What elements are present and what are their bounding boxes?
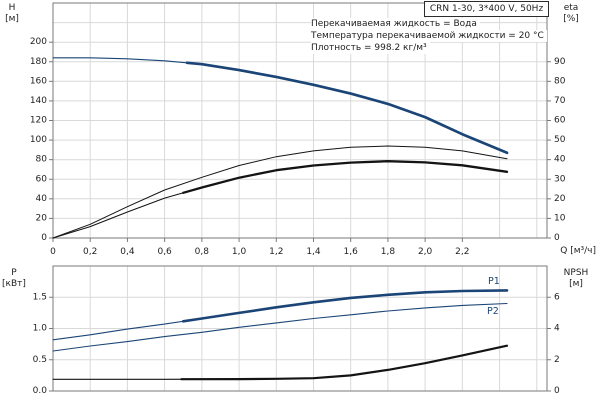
p1-curve-thin — [52, 289, 508, 341]
npsh-curve-thin — [52, 345, 508, 380]
eta-axis-title-unit: [%] — [563, 14, 579, 24]
left-tick-label: 40 — [36, 194, 48, 204]
right-tick-label: 60 — [554, 116, 566, 126]
right-tick-label: 70 — [554, 96, 566, 106]
p1-curve-label: P1 — [488, 276, 500, 287]
p1-curve-thick — [181, 289, 509, 323]
x-tick-label: 2,2 — [455, 247, 469, 257]
x-tick-label: 0 — [50, 247, 56, 257]
info-line-temperature: Температура перекачиваемой жидкости = 20… — [311, 30, 547, 42]
right-tick-label: 0 — [554, 233, 560, 243]
right-tick-label: 40 — [554, 155, 566, 165]
right-tick-label: 2 — [554, 355, 560, 365]
left-tick-label: 1.0 — [33, 324, 48, 334]
left-tick-label: 140 — [30, 96, 47, 106]
x-tick-label: 1,8 — [381, 247, 396, 257]
x-tick-label: 0,8 — [195, 247, 210, 257]
head-curve-thin — [52, 57, 508, 154]
x-tick-label: 1,0 — [232, 247, 247, 257]
x-tick-label: 1,2 — [269, 247, 283, 257]
right-tick-label: 50 — [554, 135, 566, 145]
left-tick-label: 180 — [30, 57, 47, 67]
left-tick-label: 0 — [41, 233, 47, 243]
info-line-liquid: Перекачиваемая жидкость = Вода — [311, 18, 480, 30]
chart-area-0: 0 20 40 60 80 100 120 140 160 180 200 0 10 20 30 40 50 60… — [30, 2, 566, 257]
x-tick-label: 2,0 — [418, 247, 433, 257]
liquid-info-block: Перекачиваемая жидкость = Вода Температу… — [311, 18, 547, 54]
eta-pump-curve-thin — [52, 160, 508, 239]
eta-axis-title-symbol: eta — [563, 3, 579, 13]
p-axis-title: P [кВт] — [0, 268, 28, 290]
info-line-density: Плотность = 998.2 кг/м³ — [311, 42, 430, 54]
x-tick-label: 1,6 — [344, 247, 359, 257]
q-axis-title: Q [м³/ч] — [560, 246, 596, 256]
x-tick-label: 0,2 — [83, 247, 97, 257]
h-axis-title-symbol: H — [8, 3, 16, 13]
left-tick-label: 80 — [36, 155, 48, 165]
left-tick-label: 120 — [30, 116, 47, 126]
eta-axis-title: eta [%] — [556, 3, 586, 25]
right-tick-label: 4 — [554, 324, 560, 334]
x-tick-label: 0,4 — [120, 247, 135, 257]
p2-curve-thin — [52, 302, 508, 352]
x-tick-label: 0,6 — [157, 247, 172, 257]
right-tick-label: 6 — [554, 292, 560, 302]
p-axis-title-unit: [кВт] — [2, 279, 26, 289]
npsh-axis-title-symbol: NPSH — [563, 268, 589, 278]
right-tick-label: 80 — [554, 76, 566, 86]
p-axis-title-symbol: P — [11, 268, 17, 278]
h-axis-title: H [м] — [0, 3, 24, 25]
p2-curve-label: P2 — [487, 306, 499, 317]
right-tick-label: 10 — [554, 213, 566, 223]
pump-title-box: CRN 1-30, 3*400 V, 50Hz — [424, 1, 549, 17]
npsh-axis-title: NPSH [м] — [554, 268, 598, 290]
left-tick-label: 200 — [30, 37, 47, 47]
h-axis-title-unit: [м] — [5, 14, 19, 24]
npsh-axis-title-unit: [м] — [569, 279, 583, 289]
left-tick-label: 20 — [36, 213, 48, 223]
right-tick-label: 90 — [554, 57, 566, 67]
eta-pump-motor-curve-thin — [52, 145, 508, 239]
left-tick-label: 1.5 — [33, 292, 47, 302]
head-curve-thick — [185, 61, 509, 155]
npsh-curve-thick — [180, 344, 509, 381]
left-tick-label: 0.5 — [33, 355, 47, 365]
right-tick-label: 20 — [554, 194, 566, 204]
left-tick-label: 100 — [30, 135, 47, 145]
left-tick-label: 0.0 — [33, 386, 48, 396]
eta-pump-curve-thick — [182, 160, 509, 194]
x-tick-label: 1,4 — [306, 247, 321, 257]
left-tick-label: 160 — [30, 76, 47, 86]
right-tick-label: 30 — [554, 174, 566, 184]
left-tick-label: 60 — [36, 174, 48, 184]
right-tick-label: 0 — [554, 386, 560, 396]
chart-area-1: 0.0 0.5 1.0 1.5 0 2 4 6 — [33, 265, 560, 396]
